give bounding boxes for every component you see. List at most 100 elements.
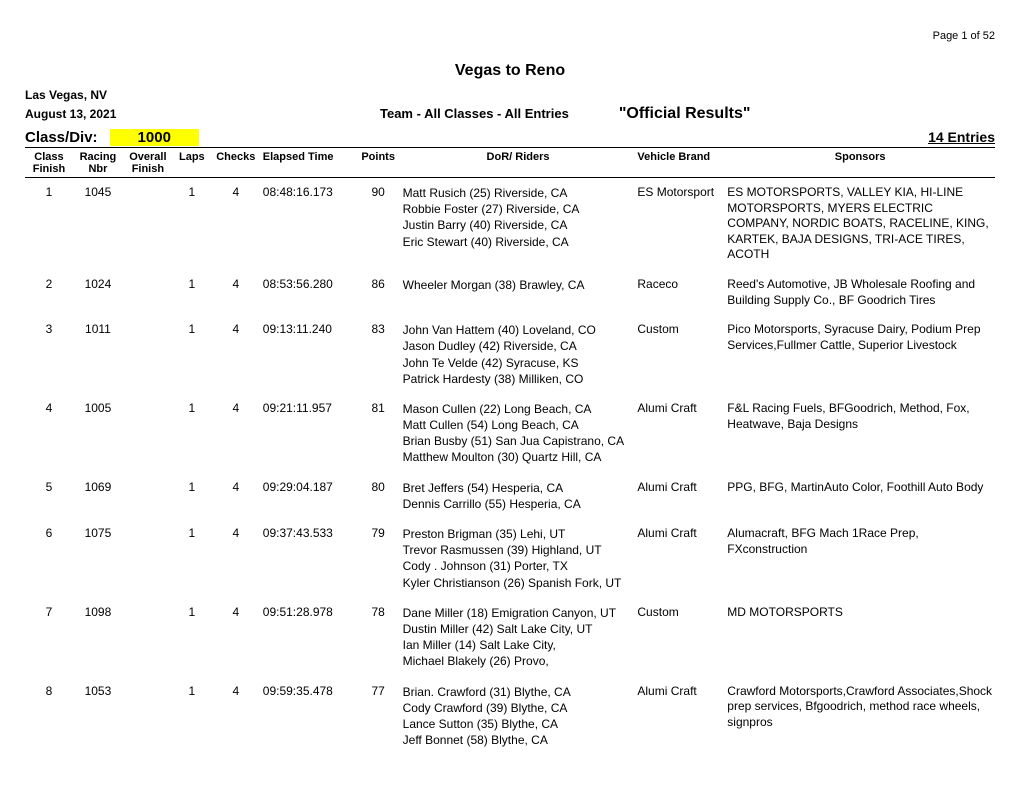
cell-sponsors: Alumacraft, BFG Mach 1Race Prep, FXconst…: [725, 526, 995, 557]
cell-elapsed-time: 09:51:28.978: [261, 605, 356, 619]
entries-count: 14 Entries: [928, 129, 995, 145]
table-row: 110451408:48:16.17390Matt Rusich (25) Ri…: [25, 178, 995, 270]
cell-points: 90: [356, 185, 401, 199]
cell-vehicle-brand: Custom: [635, 605, 725, 619]
cell-class-finish: 2: [25, 277, 73, 291]
cell-class-finish: 6: [25, 526, 73, 540]
rider-line: Brian Busby (51) San Jua Capistrano, CA: [403, 433, 634, 449]
cell-points: 78: [356, 605, 401, 619]
cell-points: 83: [356, 322, 401, 336]
cell-riders: Bret Jeffers (54) Hesperia, CADennis Car…: [401, 480, 636, 512]
rider-line: Trevor Rasmussen (39) Highland, UT: [403, 542, 634, 558]
rider-line: Wheeler Morgan (38) Brawley, CA: [403, 277, 634, 293]
col-class-finish: Class Finish: [25, 151, 73, 175]
table-row: 21024 1408:53:56.28086Wheeler Morgan (38)…: [25, 270, 995, 315]
cell-laps: 1: [173, 605, 211, 619]
cell-riders: Preston Brigman (35) Lehi, UTTrevor Rasm…: [401, 526, 636, 591]
cell-checks: 4: [211, 185, 261, 199]
cell-riders: Brian. Crawford (31) Blythe, CACody Craw…: [401, 684, 636, 749]
class-division-bar: Class/Div: 1000 14 Entries: [25, 129, 995, 148]
cell-elapsed-time: 09:37:43.533: [261, 526, 356, 540]
cell-class-finish: 7: [25, 605, 73, 619]
rider-line: John Te Velde (42) Syracuse, KS: [403, 355, 634, 371]
rider-line: Matt Cullen (54) Long Beach, CA: [403, 417, 634, 433]
cell-racing-nbr: 1069: [73, 480, 123, 494]
rider-line: Bret Jeffers (54) Hesperia, CA: [403, 480, 634, 496]
cell-laps: 1: [173, 185, 211, 199]
cell-sponsors: MD MOTORSPORTS: [725, 605, 995, 621]
cell-sponsors: PPG, BFG, MartinAuto Color, Foothill Aut…: [725, 480, 995, 496]
cell-class-finish: 8: [25, 684, 73, 698]
cell-elapsed-time: 09:21:11.957: [261, 401, 356, 415]
rider-line: Cody . Johnson (31) Porter, TX: [403, 558, 634, 574]
cell-sponsors: Reed's Automotive, JB Wholesale Roofing …: [725, 277, 995, 308]
col-overall-finish: Overall Finish: [123, 151, 173, 175]
cell-checks: 4: [211, 322, 261, 336]
cell-points: 86: [356, 277, 401, 291]
rider-line: Kyler Christianson (26) Spanish Fork, UT: [403, 575, 634, 591]
cell-points: 81: [356, 401, 401, 415]
rider-line: Justin Barry (40) Riverside, CA: [403, 217, 634, 233]
class-label: Class/Div:: [25, 129, 98, 146]
cell-laps: 1: [173, 322, 211, 336]
cell-sponsors: Pico Motorsports, Syracuse Dairy, Podium…: [725, 322, 995, 353]
cell-laps: 1: [173, 401, 211, 415]
rider-line: Preston Brigman (35) Lehi, UT: [403, 526, 634, 542]
cell-racing-nbr: 1011: [73, 322, 123, 336]
col-vehicle-brand: Vehicle Brand: [635, 151, 725, 163]
rider-line: Brian. Crawford (31) Blythe, CA: [403, 684, 634, 700]
cell-elapsed-time: 09:59:35.478: [261, 684, 356, 698]
table-row: 410051409:21:11.95781Mason Cullen (22) L…: [25, 394, 995, 473]
cell-checks: 4: [211, 277, 261, 291]
cell-riders: Dane Miller (18) Emigration Canyon, UTDu…: [401, 605, 636, 670]
table-row: 310111409:13:11.24083John Van Hattem (40…: [25, 315, 995, 394]
rider-line: Matt Rusich (25) Riverside, CA: [403, 185, 634, 201]
table-body: 110451408:48:16.17390Matt Rusich (25) Ri…: [25, 178, 995, 755]
cell-checks: 4: [211, 605, 261, 619]
cell-vehicle-brand: Alumi Craft: [635, 526, 725, 540]
cell-vehicle-brand: Alumi Craft: [635, 401, 725, 415]
cell-laps: 1: [173, 480, 211, 494]
cell-class-finish: 4: [25, 401, 73, 415]
cell-class-finish: 1: [25, 185, 73, 199]
rider-line: Mason Cullen (22) Long Beach, CA: [403, 401, 634, 417]
cell-racing-nbr: 1075: [73, 526, 123, 540]
cell-racing-nbr: 1053: [73, 684, 123, 698]
cell-checks: 4: [211, 480, 261, 494]
cell-riders: Wheeler Morgan (38) Brawley, CA: [401, 277, 636, 293]
cell-riders: John Van Hattem (40) Loveland, COJason D…: [401, 322, 636, 387]
cell-vehicle-brand: Custom: [635, 322, 725, 336]
rider-line: Dennis Carrillo (55) Hesperia, CA: [403, 496, 634, 512]
event-date: August 13, 2021: [25, 107, 380, 121]
cell-elapsed-time: 09:13:11.240: [261, 322, 356, 336]
cell-riders: Mason Cullen (22) Long Beach, CAMatt Cul…: [401, 401, 636, 466]
cell-sponsors: ES MOTORSPORTS, VALLEY KIA, HI-LINE MOTO…: [725, 185, 995, 263]
cell-racing-nbr: 1024: [73, 277, 123, 291]
cell-racing-nbr: 1005: [73, 401, 123, 415]
cell-laps: 1: [173, 277, 211, 291]
cell-checks: 4: [211, 526, 261, 540]
rider-line: Dane Miller (18) Emigration Canyon, UT: [403, 605, 634, 621]
cell-class-finish: 5: [25, 480, 73, 494]
cell-elapsed-time: 08:53:56.280: [261, 277, 356, 291]
rider-line: Cody Crawford (39) Blythe, CA: [403, 700, 634, 716]
cell-laps: 1: [173, 526, 211, 540]
rider-line: Ian Miller (14) Salt Lake City,: [403, 637, 634, 653]
official-results-label: "Official Results": [619, 105, 751, 123]
cell-vehicle-brand: Alumi Craft: [635, 684, 725, 698]
table-row: 810531409:59:35.47877Brian. Crawford (31…: [25, 677, 995, 756]
event-title: Vegas to Reno: [25, 62, 995, 80]
page-number: Page 1 of 52: [25, 30, 995, 42]
rider-line: Michael Blakely (26) Provo,: [403, 653, 634, 669]
rider-line: Patrick Hardesty (38) Milliken, CO: [403, 371, 634, 387]
col-checks: Checks: [211, 151, 261, 163]
table-row: 510691409:29:04.18780Bret Jeffers (54) H…: [25, 473, 995, 519]
col-sponsors: Sponsors: [725, 151, 995, 163]
cell-racing-nbr: 1098: [73, 605, 123, 619]
cell-laps: 1: [173, 684, 211, 698]
cell-points: 79: [356, 526, 401, 540]
cell-elapsed-time: 09:29:04.187: [261, 480, 356, 494]
event-location: Las Vegas, NV: [25, 88, 995, 102]
col-points: Points: [356, 151, 401, 163]
table-row: 71098 1409:51:28.97878Dane Miller (18) Em…: [25, 598, 995, 677]
